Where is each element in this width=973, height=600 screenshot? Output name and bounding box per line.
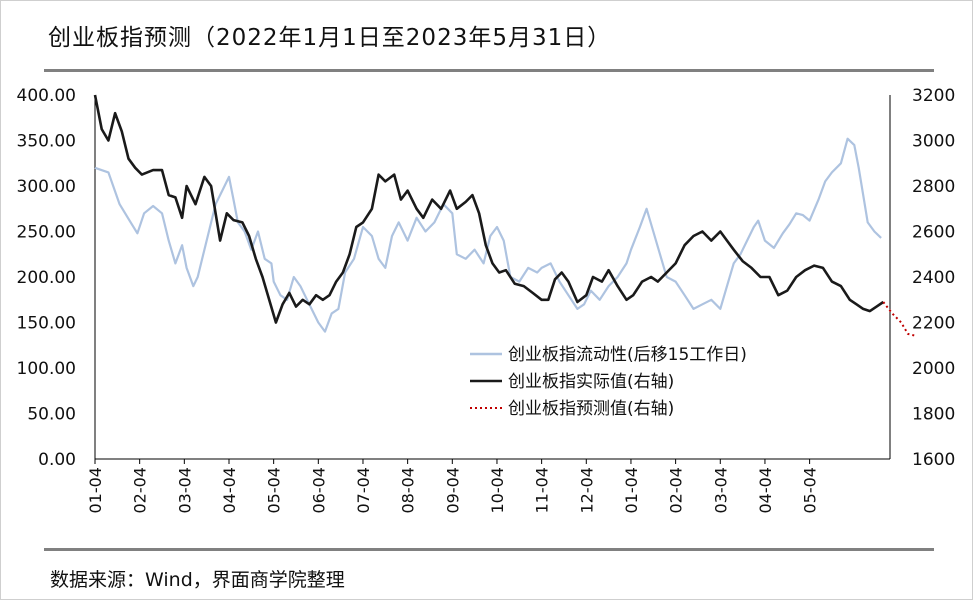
axes: 400.00 350.00 300.00 250.00 200.00 150.00 100.… xyxy=(17,86,956,514)
x-tick-label: 12-04 xyxy=(577,467,596,514)
y-left-tick-label: 100.00 xyxy=(17,359,76,379)
y-right-tick-label: 2800 xyxy=(912,177,955,197)
x-tick-label: 04-04 xyxy=(220,467,239,514)
x-tick-label: 06-04 xyxy=(309,467,328,514)
y-right-tick-label: 2600 xyxy=(912,223,955,243)
title-rule xyxy=(44,69,934,72)
y-left-tick-label: 300.00 xyxy=(17,177,76,197)
y-left-tick-label: 200.00 xyxy=(17,268,76,288)
y-right-tick-label: 1600 xyxy=(912,450,955,470)
legend-label: 创业板指流动性(后移15工作日) xyxy=(508,345,747,365)
x-tick-label: 03-04 xyxy=(175,467,194,514)
y-right-tick-label: 3000 xyxy=(912,132,955,152)
chart-title: 创业板指预测（2022年1月1日至2023年5月31日） xyxy=(48,25,612,51)
y-left-tick-label: 250.00 xyxy=(17,223,76,243)
y-left-tick-label: 0.00 xyxy=(38,450,76,470)
y-right-tick-label: 2200 xyxy=(912,314,955,334)
legend-label: 创业板指实际值(右轴) xyxy=(508,372,674,392)
y-left-tick-label: 400.00 xyxy=(17,86,76,106)
x-tick-label: 02-04 xyxy=(131,467,150,514)
x-tick-label: 02-04 xyxy=(667,467,686,514)
x-tick-label: 07-04 xyxy=(354,467,373,514)
y-left-tick-label: 50.00 xyxy=(27,405,76,425)
x-tick-label: 11-04 xyxy=(533,467,552,514)
y-right-tick-label: 2400 xyxy=(912,268,955,288)
source-rule xyxy=(44,548,934,551)
source-note: 数据来源：Wind，界面商学院整理 xyxy=(50,569,345,591)
y-right-tick-label: 3200 xyxy=(912,86,955,106)
x-tick-label: 05-04 xyxy=(265,467,284,514)
series-line-actual xyxy=(93,94,885,324)
series-lines xyxy=(93,94,918,338)
y-right-tick-label: 2000 xyxy=(912,359,955,379)
x-tick-label: 05-04 xyxy=(801,467,820,514)
legend: 创业板指流动性(后移15工作日) 创业板指实际值(右轴) 创业板指预测值(右轴) xyxy=(470,345,747,419)
x-tick-label: 09-04 xyxy=(443,467,462,514)
y-left-tick-label: 350.00 xyxy=(17,132,76,152)
x-tick-label: 01-04 xyxy=(622,467,641,514)
x-tick-label: 04-04 xyxy=(756,467,775,514)
x-tick-label: 01-04 xyxy=(86,467,105,514)
x-tick-label: 03-04 xyxy=(711,467,730,514)
x-tick-label: 10-04 xyxy=(488,467,507,513)
y-right-tick-label: 1800 xyxy=(912,405,955,425)
x-tick-label: 08-04 xyxy=(399,467,418,514)
legend-label: 创业板指预测值(右轴) xyxy=(508,399,674,419)
y-left-tick-label: 150.00 xyxy=(17,314,76,334)
series-line-liquidity xyxy=(94,137,882,333)
